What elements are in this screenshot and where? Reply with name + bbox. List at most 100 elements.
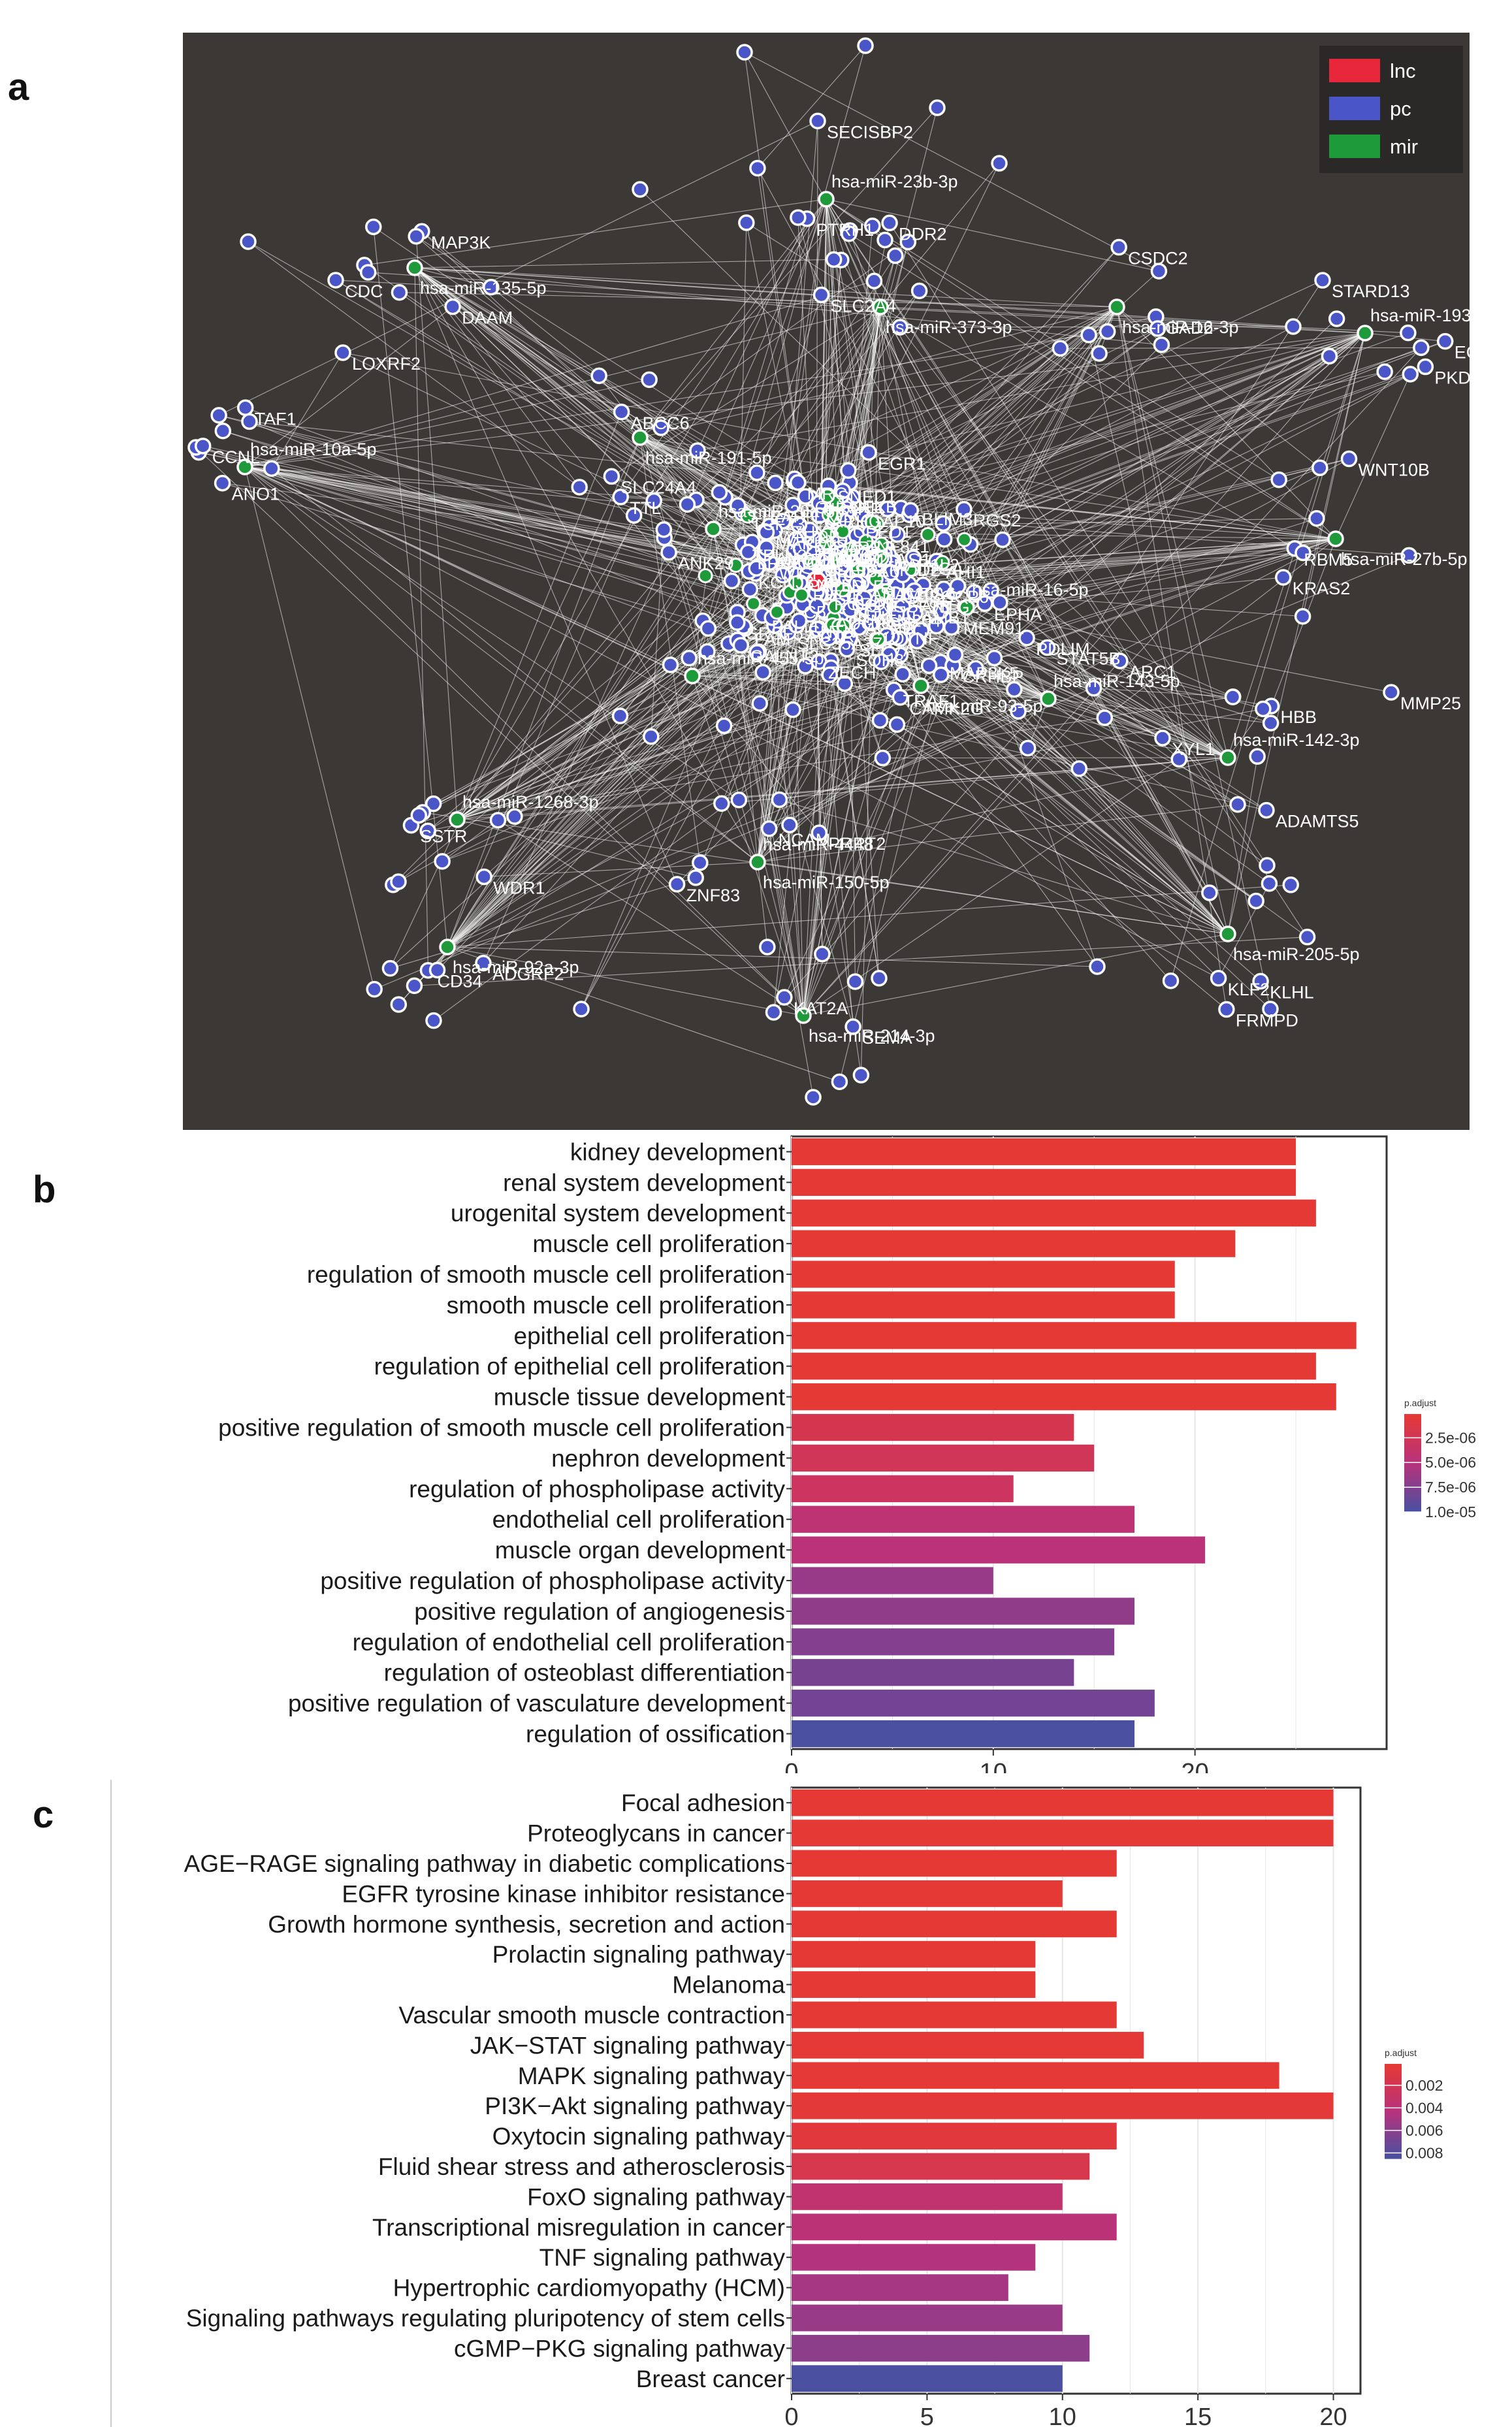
pc-node [715,717,733,734]
pc-node [1255,700,1272,718]
category-label: FoxO signaling pathway [527,2183,785,2210]
mirna-label: hsa-miR-16-3p [1122,317,1239,337]
network-edge [244,466,773,619]
network-edge [447,946,804,1016]
network-edge [816,341,1445,582]
pc-node [814,945,831,963]
network-edge [244,331,1108,468]
gene-label: SHISA6 [836,562,899,581]
network-edge [757,332,1366,863]
category-label: Prolactin signaling pathway [492,1941,786,1968]
network-edge [826,199,1001,603]
category-label: Vascular smooth muscle contraction [398,2002,785,2029]
pc-node [852,1067,870,1084]
pc-node [759,939,776,956]
category-label: Proteoglycans in cancer [527,1820,785,1847]
gene-label: ADGRG3 [836,614,910,634]
legend-gradient-segment [1385,2156,1402,2159]
pc-node [210,407,227,424]
legend-gradient-segment [1404,1460,1421,1464]
pc-node [771,791,788,809]
category-label: Focal adhesion [621,1790,785,1816]
pc-node [1294,608,1311,625]
network-edge [744,52,1159,272]
category-label: AGE−RAGE signaling pathway in diabetic c… [184,1850,785,1877]
gene-label: ANTG2 [921,597,980,617]
network-edge [457,685,922,820]
legend-label-mir: mir [1390,135,1418,158]
pc-node [681,649,698,667]
plot-frame [790,1786,1362,2395]
gene-label: PLXC [802,506,848,526]
gene-label: SLC35A37 [797,634,883,653]
mirna-label: hsa-miR-205-5p [1233,944,1360,964]
pc-node [873,653,890,670]
gene-label: TTL [630,498,661,518]
mirna-label: hsa-miR-20a-5p [718,502,845,521]
network-edge [447,946,840,1082]
pc-node [1247,892,1264,910]
mirna-label: hsa-miR-10a-5p [250,440,377,459]
network-edge [854,332,1409,534]
category-label: Melanoma [672,1972,785,1999]
network-edge [757,168,817,582]
pc-node [848,575,865,592]
network-panel: PAPLN TPLN2 ADGRG3 WISP2 ARHGAP10 ABLIM3 TRAF1… [183,33,1512,1130]
network-edge [249,421,817,582]
pc-node [1096,709,1114,726]
network-edge [1170,332,1366,981]
pc-node [899,233,917,251]
x-tick-label: 10 [980,1759,1007,1773]
gene-label: ECHDC [1455,343,1470,362]
pc-node [986,649,1003,667]
pc-node [1010,703,1027,720]
x-tick-label: 0 [784,1759,798,1773]
network-edge [447,627,860,948]
legend-label-lnc: lnc [1390,59,1416,82]
x-tick-label: 20 [1181,1759,1208,1773]
gene-label: AGTR [806,627,855,647]
gene-label: NAP1L2 [893,555,959,575]
bar [792,1567,993,1594]
mir-node [835,524,850,539]
network-edge [447,675,693,948]
network-edge [966,577,1283,608]
network-edge [686,306,881,505]
pc-node [1270,471,1287,489]
mir-node [905,562,920,577]
legend-gradient-segment [1404,1502,1421,1505]
pc-node [240,233,257,250]
network-edge [713,218,808,530]
gene-label: SOH8 [856,651,905,670]
category-label: Growth hormone synthesis, secretion and … [268,1911,785,1938]
network-edge [244,466,804,1016]
network-edge [871,334,1089,583]
network-edge [581,306,881,1010]
network-edge [819,332,1366,504]
network-edge [244,466,813,553]
pc-node [836,675,854,692]
network-edge [639,107,938,438]
legend-label: 2.5e-06 [1425,1429,1476,1446]
network-edge [816,260,842,582]
mir-node [794,587,809,603]
bar [792,1850,1117,1877]
network-edge [222,483,922,686]
legend-gradient-segment [1385,2123,1402,2126]
mir-node [818,191,835,208]
bar [792,1598,1134,1625]
network-edge [218,120,818,416]
legend-gradient-segment [1385,2068,1402,2072]
pc-node [792,540,810,558]
category-label: TNF signaling pathway [539,2244,786,2271]
network-edge [447,437,641,948]
bar [792,1138,1296,1166]
network-edge [880,306,1295,549]
network-edge [816,347,1422,582]
bar [792,2031,1144,2059]
network-edge [427,547,766,831]
pc-node [967,660,984,677]
pc-node [194,438,212,455]
category-label: positive regulation of phospholipase act… [320,1567,785,1594]
gene-label: ARHGAP10 [831,511,925,531]
